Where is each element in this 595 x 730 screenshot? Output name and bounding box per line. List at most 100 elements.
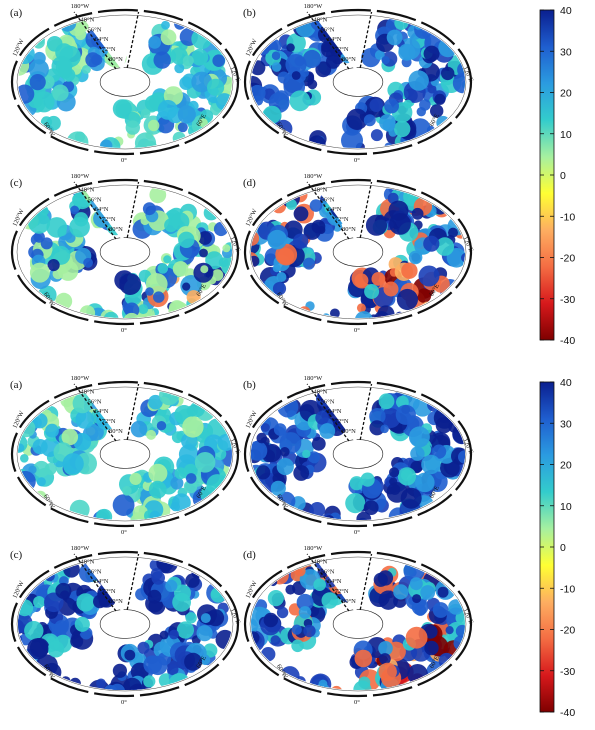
latitude-label: 72°N bbox=[335, 418, 349, 425]
lon-label-bottom: 0° bbox=[121, 157, 127, 164]
lon-label-left: 120°W bbox=[244, 579, 259, 599]
panel-label: (c) bbox=[10, 549, 23, 561]
latitude-label: 48°N bbox=[314, 187, 328, 194]
lon-label-bottom: 0° bbox=[121, 327, 127, 334]
latitude-label: 48°N bbox=[81, 559, 95, 566]
panel-label: (b) bbox=[243, 379, 256, 391]
lon-label-bottom: 0° bbox=[354, 157, 360, 164]
latitude-label: 64°N bbox=[95, 36, 109, 43]
lon-label-left: 120°W bbox=[11, 579, 26, 599]
meridian-line bbox=[306, 553, 350, 612]
lon-label-top: 180°W bbox=[71, 173, 90, 180]
colorbar-tick-label: -40 bbox=[560, 335, 575, 347]
colorbar-tick-label: -30 bbox=[560, 294, 575, 306]
map-frame bbox=[243, 550, 473, 698]
latitude-label: 64°N bbox=[95, 206, 109, 213]
meridian-line bbox=[306, 11, 350, 70]
meridian-line bbox=[126, 553, 140, 610]
colorbar-tick-label: -30 bbox=[560, 666, 575, 678]
sector-gap bbox=[74, 176, 139, 242]
meridian-line bbox=[73, 181, 117, 240]
lon-label-top: 180°W bbox=[71, 375, 90, 382]
sector-gap bbox=[307, 6, 372, 72]
meridian-line bbox=[126, 383, 140, 440]
lon-label-right: 120°E bbox=[228, 607, 241, 625]
latitude-label: 56°N bbox=[321, 196, 335, 203]
latitude-label: 72°N bbox=[102, 216, 116, 223]
meridian-line bbox=[306, 181, 350, 240]
meridian-line bbox=[359, 181, 373, 238]
map-frame bbox=[243, 8, 473, 156]
colorbar-tick-label: 20 bbox=[560, 88, 572, 100]
colorbar-tick-label: -10 bbox=[560, 583, 575, 595]
lon-label-left: 120°W bbox=[11, 207, 26, 227]
latitude-label: 48°N bbox=[81, 389, 95, 396]
lon-label-bottom: 0° bbox=[121, 699, 127, 706]
lon-label-top: 180°W bbox=[304, 173, 323, 180]
pole-hole bbox=[332, 67, 384, 97]
map-frame bbox=[10, 8, 240, 156]
map-panel: 48°N56°N64°N72°N80°N180°W120°W60°W0°60°E… bbox=[10, 173, 241, 334]
colorbar-tick-label: -20 bbox=[560, 253, 575, 265]
lon-label-top: 180°W bbox=[71, 3, 90, 10]
colorbar-tick-label: 0 bbox=[560, 542, 566, 554]
map-inner-frame bbox=[16, 184, 234, 320]
map-frame bbox=[243, 178, 473, 326]
map-panel: 48°N56°N64°N72°N80°N180°W120°W60°W0°60°E… bbox=[10, 375, 241, 536]
lon-label-bottom: 0° bbox=[354, 699, 360, 706]
map-inner-frame bbox=[249, 14, 467, 150]
colorbar-tick-label: 40 bbox=[560, 5, 572, 17]
latitude-label: 64°N bbox=[95, 578, 109, 585]
map-inner-frame bbox=[249, 556, 467, 692]
latitude-label: 80°N bbox=[342, 56, 356, 63]
lon-label-lower-left: 60°W bbox=[275, 663, 289, 680]
map-panel: 48°N56°N64°N72°N80°N180°W120°W60°W0°60°E… bbox=[243, 545, 474, 706]
meridian-line bbox=[73, 553, 117, 612]
meridian-line bbox=[73, 11, 117, 70]
meridian-line bbox=[126, 11, 140, 68]
map-panel: 48°N56°N64°N72°N80°N180°W120°W60°W0°60°E… bbox=[10, 3, 241, 164]
latitude-label: 56°N bbox=[88, 568, 102, 575]
pole-hole bbox=[99, 67, 151, 97]
latitude-label: 64°N bbox=[328, 408, 342, 415]
colorbar-tick-label: -20 bbox=[560, 625, 575, 637]
colorbar-tick-label: -10 bbox=[560, 211, 575, 223]
map-frame bbox=[10, 178, 240, 326]
lon-label-lower-left: 60°W bbox=[275, 291, 289, 308]
lon-label-bottom: 0° bbox=[354, 327, 360, 334]
map-inner-frame bbox=[249, 184, 467, 320]
panel-label: (d) bbox=[243, 177, 256, 189]
panel-label: (d) bbox=[243, 549, 256, 561]
panel-label: (a) bbox=[10, 379, 23, 391]
lon-label-bottom: 0° bbox=[354, 529, 360, 536]
pole-hole bbox=[332, 439, 384, 469]
sector-gap bbox=[74, 6, 139, 72]
map-panel: 48°N56°N64°N72°N80°N180°W120°W60°W0°60°E… bbox=[10, 545, 241, 706]
meridian-line bbox=[359, 11, 373, 68]
lon-label-bottom: 0° bbox=[121, 529, 127, 536]
sector-gap bbox=[307, 378, 372, 444]
panel-label: (c) bbox=[10, 177, 23, 189]
map-frame bbox=[243, 380, 473, 528]
latitude-label: 56°N bbox=[88, 196, 102, 203]
latitude-label: 56°N bbox=[321, 26, 335, 33]
latitude-label: 80°N bbox=[109, 598, 123, 605]
lon-label-left: 120°W bbox=[244, 37, 259, 57]
colorbar-tick-label: 0 bbox=[560, 170, 566, 182]
latitude-label: 48°N bbox=[81, 17, 95, 24]
lon-label-left: 120°W bbox=[244, 207, 259, 227]
latitude-label: 64°N bbox=[328, 578, 342, 585]
pole-hole bbox=[332, 237, 384, 267]
colorbar-tick-label: 30 bbox=[560, 46, 572, 58]
latitude-label: 56°N bbox=[321, 568, 335, 575]
latitude-label: 72°N bbox=[102, 588, 116, 595]
map-panel: 48°N56°N64°N72°N80°N180°W120°W60°W0°60°E… bbox=[243, 3, 474, 164]
map-panel: 48°N56°N64°N72°N80°N180°W120°W60°W0°60°E… bbox=[243, 375, 474, 536]
map-inner-frame bbox=[16, 556, 234, 692]
meridian-line bbox=[306, 383, 350, 442]
colorbar-tick-label: 20 bbox=[560, 460, 572, 472]
colorbar-tick-label: 10 bbox=[560, 129, 572, 141]
latitude-label: 80°N bbox=[342, 428, 356, 435]
latitude-label: 48°N bbox=[314, 389, 328, 396]
colorbar-tick-label: 30 bbox=[560, 418, 572, 430]
